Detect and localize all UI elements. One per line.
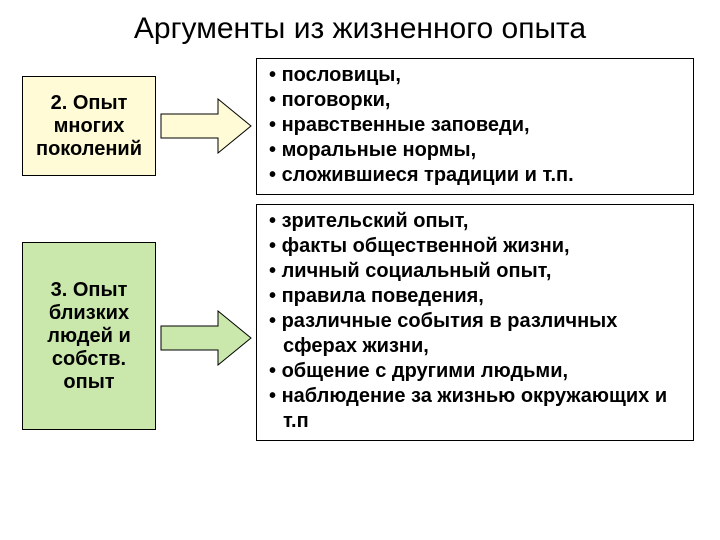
right1-item-4: • сложившиеся традиции и т.п. xyxy=(265,163,685,188)
right1-item-0: • пословицы, xyxy=(265,63,685,88)
arrow-1 xyxy=(160,98,252,154)
right2-item-1: • факты общественной жизни, xyxy=(265,234,685,259)
arrow-2 xyxy=(160,310,252,366)
page-title: Аргументы из жизненного опыта xyxy=(0,12,720,46)
right-box-2: • зрительский опыт, • факты общественной… xyxy=(256,204,694,441)
right2-item-0: • зрительский опыт, xyxy=(265,209,685,234)
arrow-1-shape xyxy=(161,99,251,153)
left-box-1-text: 2. Опыт многих поколений xyxy=(31,92,147,161)
right2-item-4: • различные события в различных сферах ж… xyxy=(265,309,685,359)
left-box-2: 3. Опыт близких людей и собств. опыт xyxy=(22,242,156,430)
right1-item-3: • моральные нормы, xyxy=(265,138,685,163)
left-box-2-text: 3. Опыт близких людей и собств. опыт xyxy=(31,279,147,394)
right-box-1: • пословицы, • поговорки, • нравственные… xyxy=(256,58,694,195)
right1-item-1: • поговорки, xyxy=(265,88,685,113)
right1-item-2: • нравственные заповеди, xyxy=(265,113,685,138)
right2-item-3: • правила поведения, xyxy=(265,284,685,309)
arrow-2-shape xyxy=(161,311,251,365)
right2-item-6: • наблюдение за жизнью окружающих и т.п xyxy=(265,384,685,434)
right2-item-5: • общение с другими людьми, xyxy=(265,359,685,384)
right2-item-2: • личный социальный опыт, xyxy=(265,259,685,284)
left-box-1: 2. Опыт многих поколений xyxy=(22,76,156,176)
